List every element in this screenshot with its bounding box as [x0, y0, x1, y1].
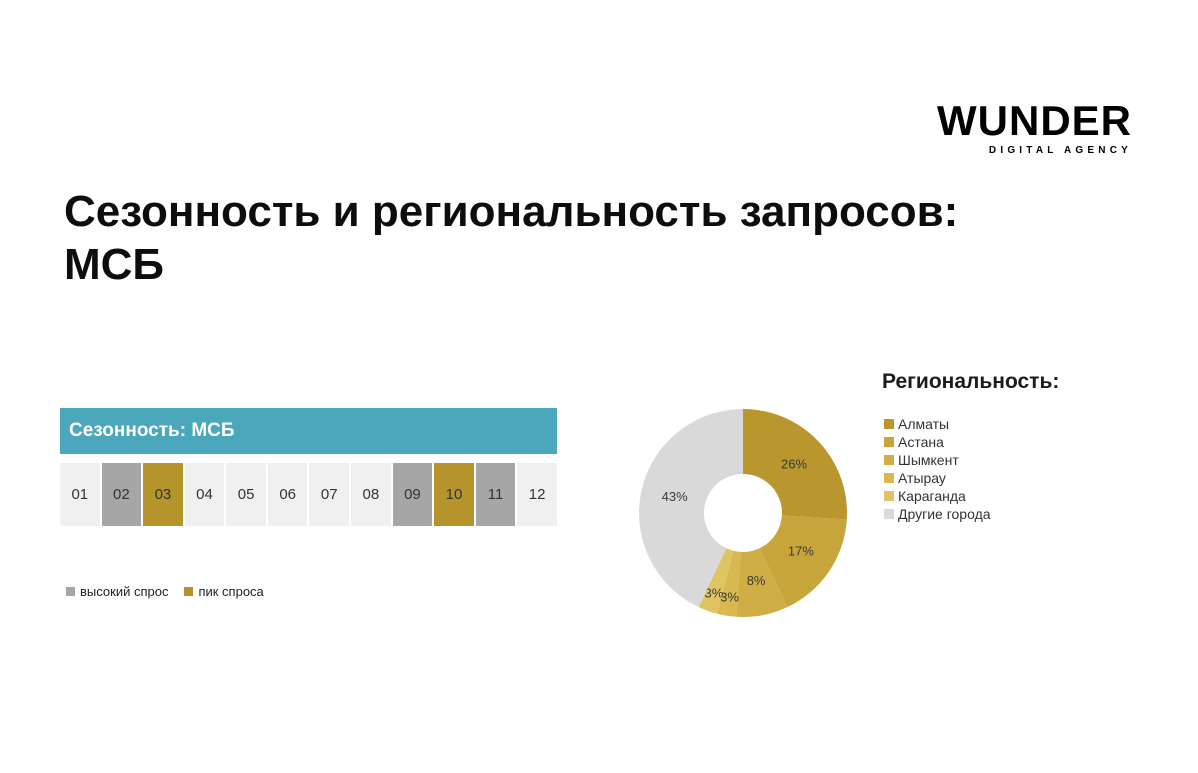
donut-slice-label: 43%: [662, 489, 688, 504]
donut-slice-3: [717, 550, 741, 617]
donut-slice-label: 3%: [705, 585, 724, 600]
legend-label: Алматы: [898, 416, 950, 432]
legend-swatch: [884, 491, 894, 501]
month-cell-09: 09: [392, 463, 433, 526]
month-cell-10: 10: [434, 463, 474, 526]
logo-brand-text: WUNDER: [937, 97, 1132, 144]
month-cell-08: 08: [351, 463, 391, 526]
page-title-line1: Сезонность и региональность запросов:: [64, 187, 959, 236]
page-title: Сезонность и региональность запросов: МС…: [64, 186, 958, 292]
legend-swatch: [884, 455, 894, 465]
month-cell-01: 01: [60, 463, 100, 526]
month-cell-04: 04: [184, 463, 225, 526]
legend-swatch: [884, 473, 894, 483]
legend-swatch: [184, 587, 194, 596]
donut-slice-label: 17%: [788, 544, 814, 559]
legend-label: Атырау: [898, 470, 946, 486]
logo-tagline-text: DIGITAL AGENCY: [988, 145, 1132, 156]
legend-item: Караганда: [884, 489, 991, 503]
page-title-line2: МСБ: [64, 239, 165, 289]
legend-label: Караганда: [898, 488, 966, 504]
legend-swatch: [884, 437, 894, 447]
legend-swatch: [884, 509, 894, 519]
donut-slice-1: [759, 515, 847, 608]
donut-chart: 26% 17% 8% 3%3% 43%: [639, 409, 847, 617]
month-cell-12: 12: [517, 463, 557, 526]
seasonality-header: Сезонность: МСБ: [60, 408, 557, 454]
month-cell-06: 06: [267, 463, 308, 526]
regionality-legend: Алматы Астана Шымкент Атырау Караганда Другие…: [884, 417, 991, 521]
month-cell-05: 05: [226, 463, 266, 526]
month-cell-03: 03: [143, 463, 183, 526]
legend-swatch: [884, 419, 894, 429]
donut-slice-2: [736, 548, 788, 617]
donut-slice-label: 26%: [781, 457, 807, 472]
month-cell-02: 02: [101, 463, 142, 526]
legend-label: пик спроса: [198, 584, 264, 599]
legend-item: Алматы: [884, 417, 991, 431]
legend-item: Шымкент: [884, 453, 991, 467]
donut-slice-label: 8%: [747, 573, 766, 588]
donut-slice-label: 3%: [720, 589, 739, 604]
legend-item: Атырау: [884, 471, 991, 485]
seasonality-card: Сезонность: МСБ 01 02 03 04 05 06 07 08 09 10 11 12: [60, 408, 557, 526]
legend-item: Астана: [884, 435, 991, 449]
legend-label: Шымкент: [898, 452, 959, 468]
month-cell-07: 07: [309, 463, 350, 526]
legend-item: пик спроса: [184, 584, 264, 599]
donut-chart-wrap: 26% 17% 8% 3% 3% 43%: [628, 398, 858, 628]
legend-label: высокий спрос: [80, 584, 169, 599]
legend-item: высокий спрос: [66, 585, 168, 598]
legend-item: Другие города: [884, 507, 991, 521]
donut-slice-5: [639, 409, 743, 608]
month-cell-11: 11: [475, 463, 516, 526]
legend-label: Другие города: [898, 506, 991, 522]
months-row: 01 02 03 04 05 06 07 08 09 10 11 12: [60, 463, 557, 526]
legend-label: Астана: [898, 434, 944, 450]
legend-swatch: [66, 587, 75, 596]
seasonality-legend: высокий спрос пик спроса: [66, 585, 264, 598]
regionality-title: Региональность:: [882, 370, 1060, 393]
donut-slice-0: [743, 409, 847, 520]
donut-slice-4: [698, 548, 734, 614]
wunder-logo: WUNDER DIGITAL AGENCY: [937, 97, 1132, 157]
